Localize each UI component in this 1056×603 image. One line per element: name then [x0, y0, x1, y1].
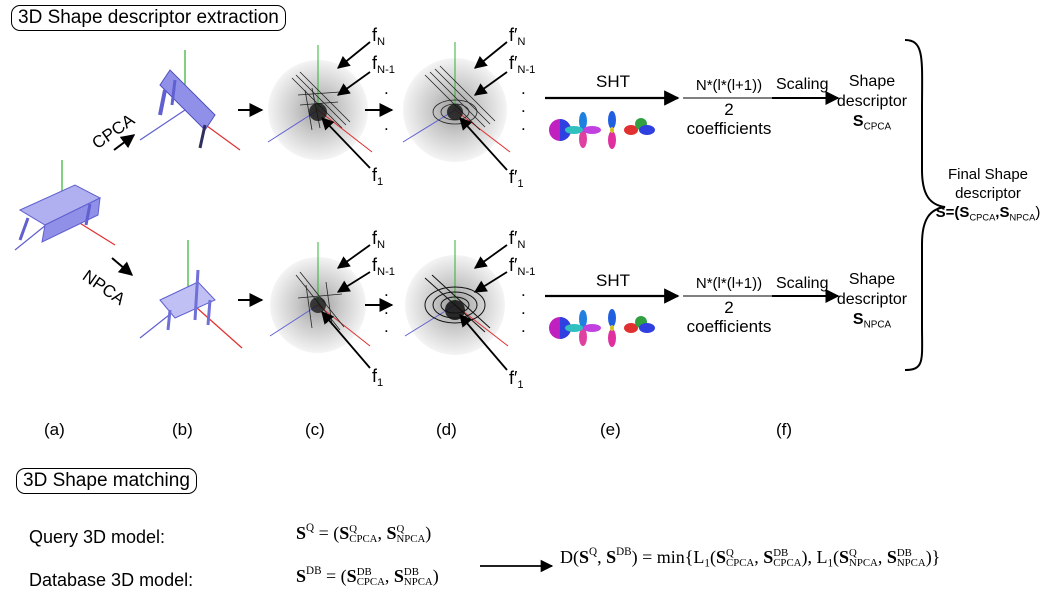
fN-label-d-bottom: f′N	[509, 228, 526, 251]
coef-denominator-bottom: 2 coefficients	[686, 298, 772, 336]
database-label: Database 3D model:	[29, 570, 194, 590]
cpca-arrow	[113, 134, 136, 151]
f1-label-d-bottom: f′1	[509, 368, 524, 391]
fN1-label-c-top: fN-1	[372, 53, 395, 76]
fN1-label-d-top: f′N-1	[509, 53, 536, 76]
shape-descriptor-npca: Shape descriptor SNPCA	[836, 271, 908, 331]
scaling-label-top: Scaling	[776, 76, 829, 93]
stage-label-c: (c)	[305, 420, 325, 439]
brace	[904, 39, 946, 371]
stage-label-a: (a)	[44, 420, 65, 439]
model-cpca	[139, 50, 241, 151]
matching-title: 3D Shape matching	[16, 468, 197, 494]
spheres-c-top	[267, 45, 373, 160]
coef-numerator-bottom: N*(l*(l+1))	[695, 275, 763, 292]
stage-label-e: (e)	[600, 420, 621, 439]
npca-arrow	[111, 257, 134, 276]
scaling-label-bottom: Scaling	[776, 275, 829, 292]
query-label: Query 3D model:	[29, 527, 166, 547]
fN1-label-d-bottom: f′N-1	[509, 255, 536, 278]
fN1-label-c-bottom: fN-1	[372, 255, 395, 278]
fN-label-c-top: fN	[372, 25, 386, 48]
sht-label-bottom: SHT	[596, 271, 630, 290]
sht-label-top: SHT	[596, 72, 630, 91]
final-descriptor: Final Shape descriptor S=(SCPCA,SNPCA)	[935, 166, 1041, 223]
model-original	[14, 160, 116, 251]
distance-formula: D(SQ, SDB) = min{L1(S Q CPCA, S DB CPCA), L1…	[560, 546, 941, 570]
coef-numerator-top: N*(l*(l+1))	[695, 77, 763, 94]
query-formula: SQ = (S Q CPCA, S Q NPCA)	[296, 522, 432, 545]
dots-c-top: ...	[384, 79, 389, 134]
stage-label-b: (b)	[172, 420, 193, 439]
harmonics-bottom	[549, 309, 655, 347]
stage-label-d: (d)	[436, 420, 457, 439]
spheres-d-top	[402, 42, 511, 162]
spheres-d-bottom	[404, 240, 509, 355]
stage-label-f: (f)	[776, 420, 793, 439]
coef-denominator-top: 2 coefficients	[686, 100, 772, 138]
f1-label-d-top: f′1	[509, 167, 524, 190]
f1-label-c-bottom: f1	[372, 366, 384, 389]
dots-d-bottom: ...	[521, 281, 526, 336]
database-formula: SDB = (S DB CPCA, S DB NPCA)	[296, 565, 439, 588]
f1-label-c-top: f1	[372, 165, 384, 188]
model-npca	[139, 240, 243, 349]
harmonics-top	[549, 111, 655, 149]
fN-label-c-bottom: fN	[372, 228, 386, 251]
shape-descriptor-cpca: Shape descriptor SCPCA	[836, 73, 908, 133]
extraction-title: 3D Shape descriptor extraction	[11, 5, 286, 31]
spheres-c-bottom	[269, 242, 371, 353]
dots-d-top: ...	[521, 79, 526, 134]
dots-c-bottom: ...	[384, 281, 389, 336]
fN-label-d-top: f′N	[509, 25, 526, 48]
